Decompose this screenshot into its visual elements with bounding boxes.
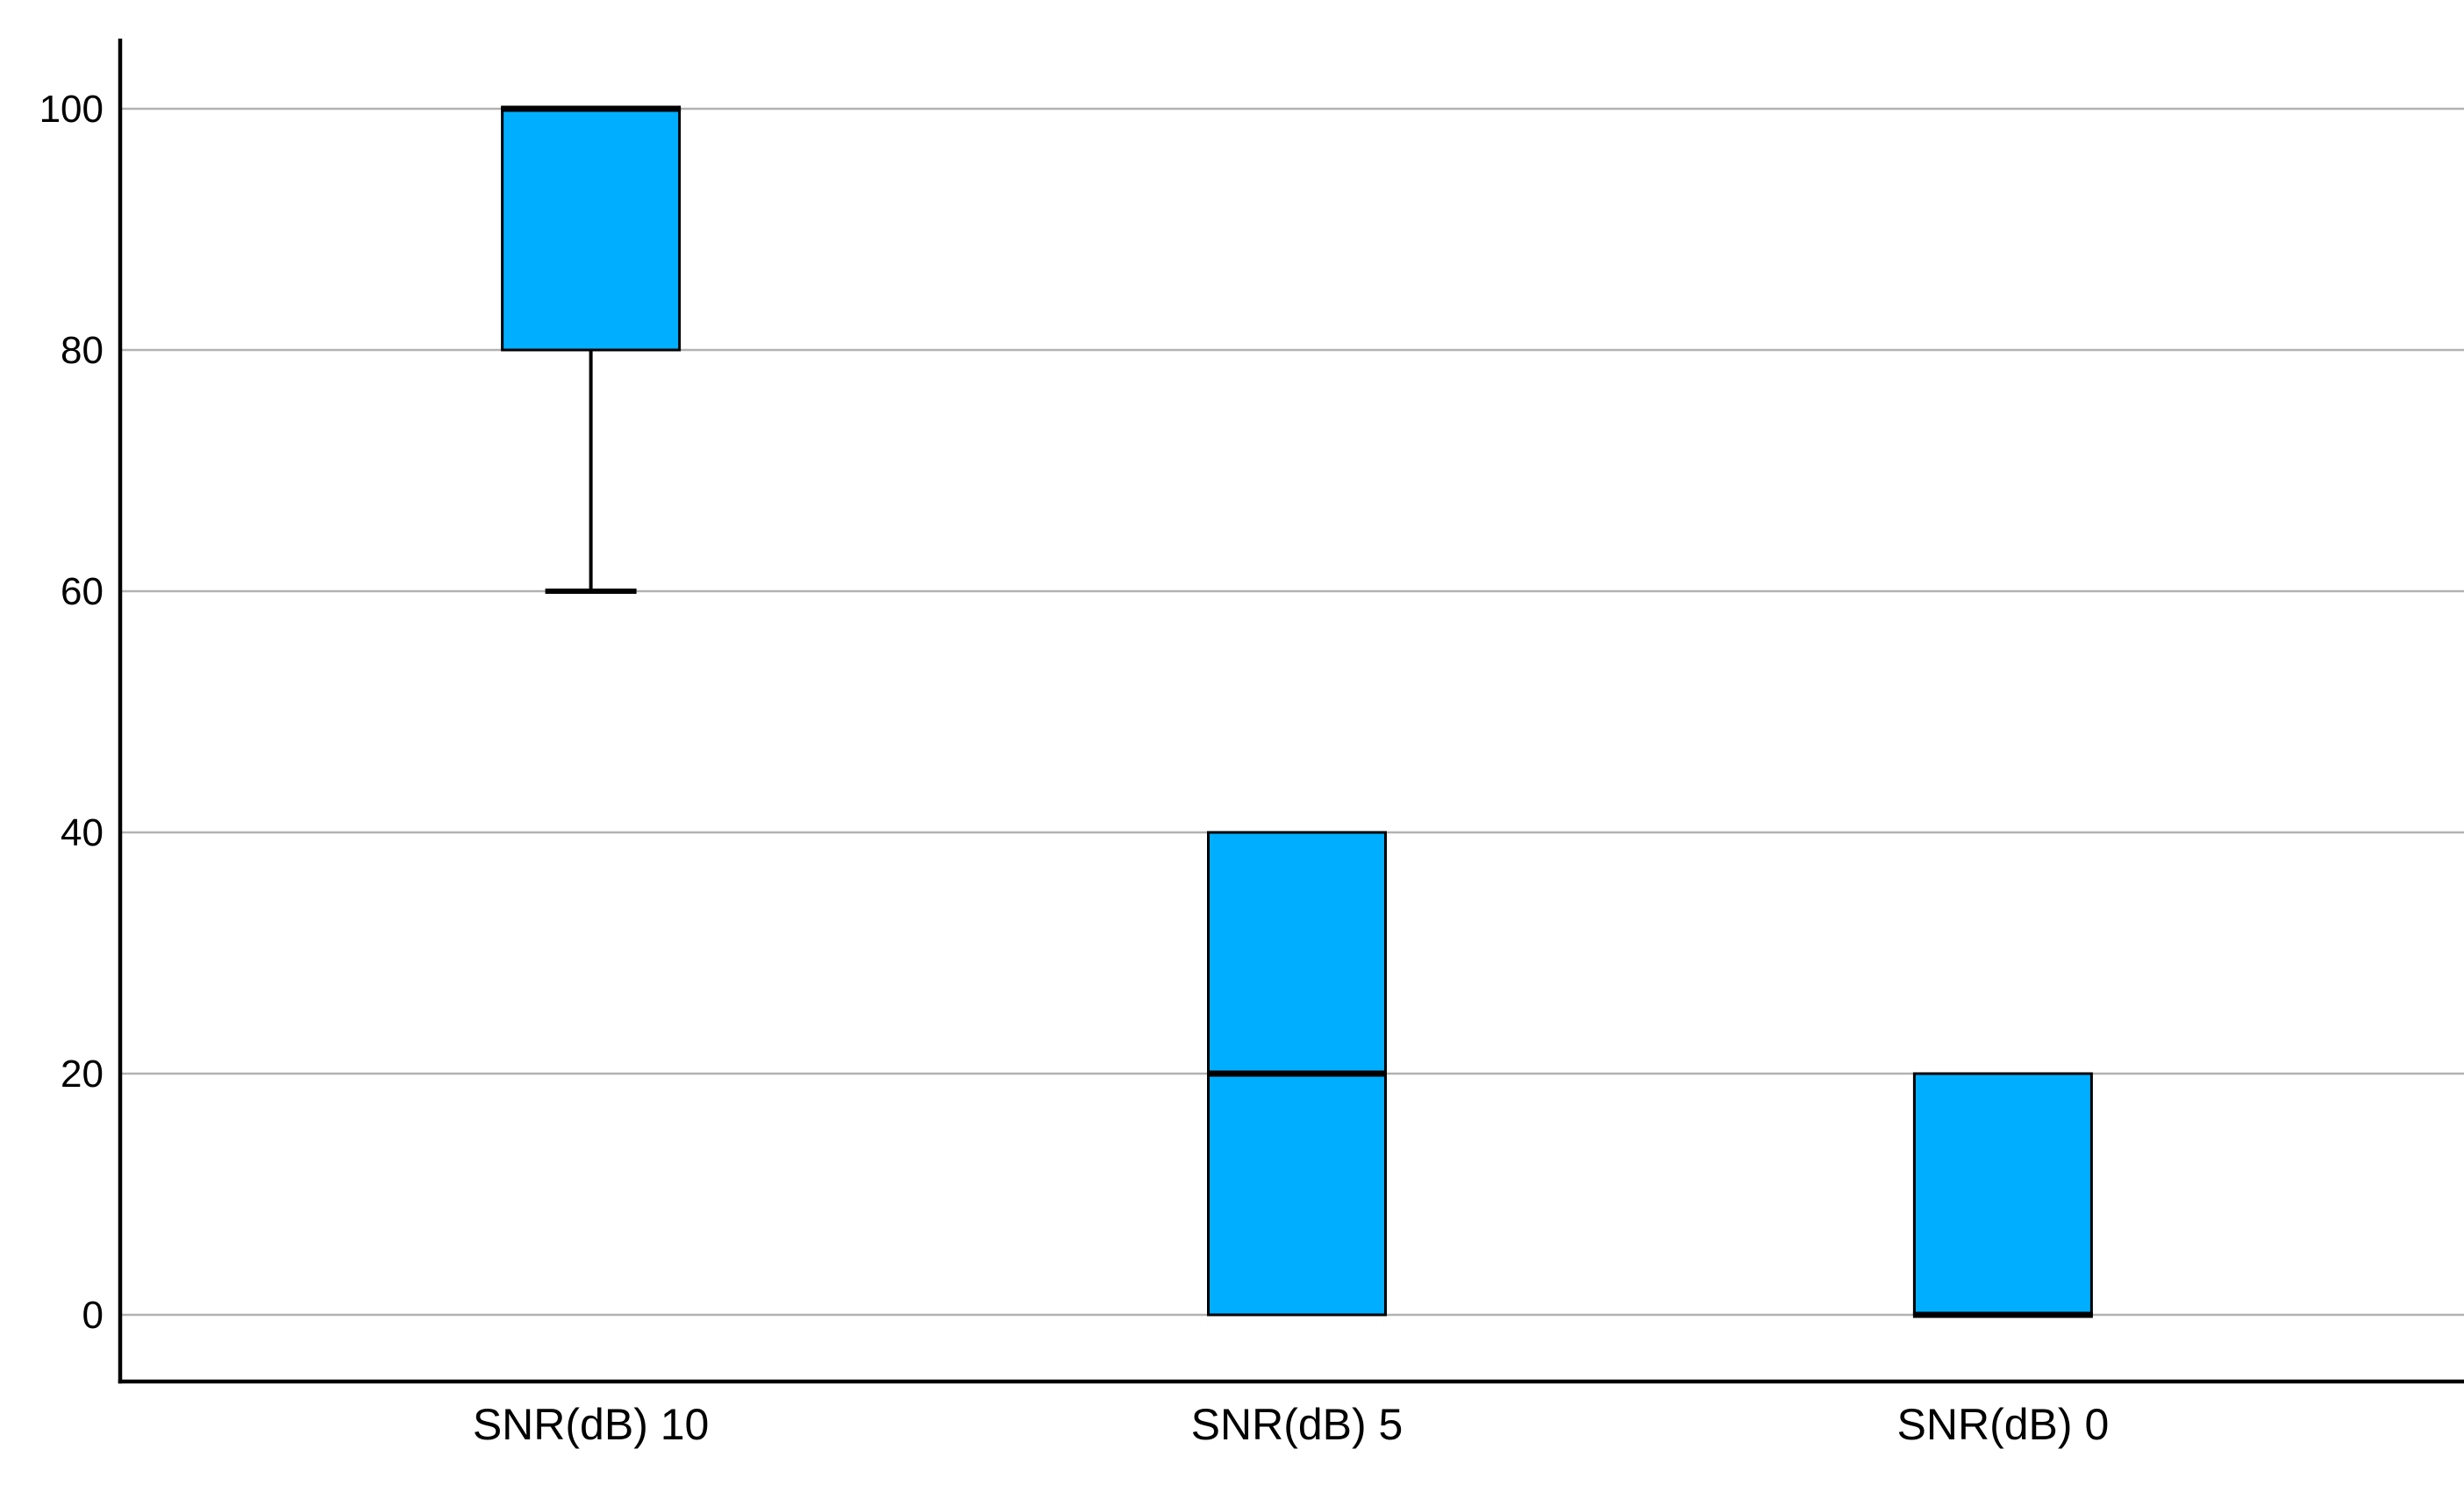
- y-axis-tick-label: 0: [82, 1294, 104, 1337]
- box-iqr: [1912, 1072, 2093, 1317]
- y-axis-tick-label: 20: [61, 1053, 104, 1096]
- boxplot-figure: 0 20 40 60 80 100 SNR(dB) 10 SNR(dB) 5 SNR(dB) 0: [35, 14, 2464, 1471]
- y-axis-tick-label: 40: [61, 811, 104, 854]
- boxplot-chart: 0 20 40 60 80 100 SNR(dB) 10 SNR(dB) 5 SNR(dB) 0: [35, 14, 2464, 1471]
- x-axis-category-label: SNR(dB) 10: [473, 1400, 710, 1449]
- x-axis-category-label: SNR(dB) 0: [1897, 1400, 2110, 1449]
- y-axis-tick-label: 80: [61, 329, 104, 372]
- box-iqr: [501, 107, 682, 352]
- y-axis-tick-label: 100: [39, 88, 104, 131]
- y-axis-tick-label: 60: [61, 570, 104, 613]
- x-axis-category-label: SNR(dB) 5: [1191, 1400, 1403, 1449]
